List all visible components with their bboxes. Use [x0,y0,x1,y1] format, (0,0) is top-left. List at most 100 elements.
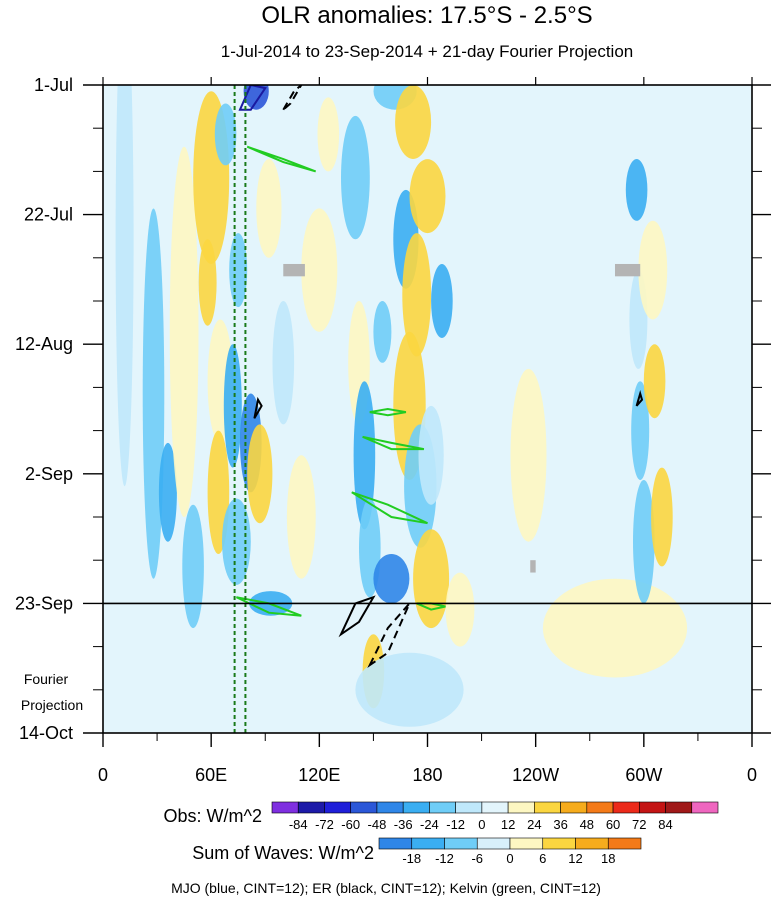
anomaly-band-22 [341,115,370,240]
kelvin-contour-7 [369,407,407,417]
er-contour-4 [338,595,376,638]
chart-title: OLR anomalies: 17.5°S - 2.5°S [261,2,592,29]
x-tick-label-1: 60E [195,765,227,785]
anomaly-band-48 [651,467,673,567]
obs-colorbar-swatch-8 [481,801,509,814]
projection-label-line-1: Fourier [24,671,69,687]
obs-colorbar-swatch-7 [455,801,483,814]
anomaly-band-41 [542,578,688,678]
y-tick-label-4: 23-Sep [15,593,73,613]
obs-colorbar-tick-13: 72 [632,817,646,832]
anomaly-band-21 [317,97,340,172]
x-tick-label-3: 180 [412,765,442,785]
obs-colorbar-swatch-15 [665,801,693,814]
kelvin-contour-6 [246,145,317,173]
anomaly-band-28 [373,554,410,604]
waves-colorbar: -18 -12 -6 0 6 12 18 [378,837,642,866]
obs-colorbar-swatch-4 [376,801,404,814]
x-tick-label-0: 0 [98,765,108,785]
waves-colorbar-tick-5: 12 [568,851,582,866]
obs-colorbar-tick-4: -36 [394,817,413,832]
anomaly-band-6 [198,239,217,326]
y-tick-label-2: 12-Aug [15,334,73,354]
obs-colorbar-tick-2: -60 [341,817,360,832]
obs-colorbar-tick-0: -84 [289,817,308,832]
obs-colorbar-swatch-5 [402,801,430,814]
anomaly-band-11 [222,498,251,585]
anomaly-band-10 [223,344,242,468]
obs-colorbar-swatch-11 [560,801,588,814]
anomaly-band-36 [418,405,444,505]
obs-colorbar-tick-6: -12 [446,817,465,832]
obs-colorbar-tick-5: -24 [420,817,439,832]
er-contour-3 [635,390,644,407]
anomaly-band-0 [115,85,134,487]
anomaly-band-19 [286,455,316,579]
obs-colorbar-swatch-12 [586,801,614,814]
waves-colorbar-tick-2: -6 [471,851,483,866]
obs-colorbar-swatch-2 [324,801,352,814]
y-tick-label-5: 14-Oct [19,723,73,743]
kelvin-contour-10 [235,596,302,617]
obs-colorbar-swatch-9 [507,801,535,814]
waves-colorbar-tick-4: 6 [539,851,546,866]
y-tick-label-3: 2-Sep [25,464,73,484]
mjo-contour-0 [238,85,267,111]
er-contour-5 [367,602,411,669]
kelvin-contour-9 [351,491,428,525]
obs-colorbar-swatch-14 [638,801,666,814]
anomaly-band-4 [182,504,204,629]
axes: 1-Jul 22-Jul 12-Aug 2-Sep 23-Sep 14-Oct 0 60E 12… [15,75,771,785]
waves-colorbar-tick-0: -18 [402,851,421,866]
anomaly-band-42 [625,159,648,221]
anomaly-band-40 [510,368,547,542]
waves-colorbar-tick-6: 18 [601,851,615,866]
missing-data-region-2 [530,560,536,573]
kelvin-contour-8 [362,435,425,451]
anomaly-band-46 [638,220,668,320]
obs-colorbar-tick-12: 60 [606,817,620,832]
anomaly-band-18 [272,301,295,425]
waves-colorbar-swatch-2 [444,837,478,850]
anomaly-band-3 [169,146,199,517]
missing-data-region-1 [614,263,641,277]
waves-colorbar-swatch-1 [411,837,445,850]
anomaly-band-47 [643,344,666,419]
plot-area [115,85,688,733]
obs-colorbar-tick-3: -48 [368,817,387,832]
obs-colorbar-tick-1: -72 [315,817,334,832]
anomaly-band-38 [431,264,453,338]
x-tick-label-5: 60W [625,765,662,785]
anomaly-band-37 [413,529,450,629]
anomaly-band-32 [395,85,432,159]
anomaly-band-33 [402,233,432,357]
waves-colorbar-swatch-7 [607,837,642,850]
obs-colorbar-swatch-6 [429,801,456,814]
anomaly-band-27 [373,301,392,363]
obs-colorbar-swatch-13 [612,801,640,814]
missing-data-region-0 [283,263,305,277]
waves-colorbar-tick-1: -12 [435,851,454,866]
anomaly-band-20 [301,208,338,332]
obs-colorbar-swatch-10 [534,801,561,814]
er-contour-2 [253,396,263,419]
obs-colorbar-tick-14: 84 [658,817,672,832]
obs-colorbar-swatch-16 [691,801,719,814]
anomaly-band-45 [633,480,655,604]
obs-colorbar-swatch-1 [297,801,325,814]
x-tick-label-4: 120W [512,765,559,785]
obs-colorbar-label: Obs: W/m^2 [164,806,262,826]
y-tick-label-0: 1-Jul [34,75,73,95]
waves-colorbar-swatch-3 [476,837,511,850]
x-tick-label-2: 120E [298,765,340,785]
chart-subtitle: 1-Jul-2014 to 23-Sep-2014 + 21-day Fouri… [221,42,634,61]
obs-colorbar-tick-7: 0 [478,817,485,832]
anomaly-band-35 [409,159,446,234]
projection-label-line-2: Projection [21,697,83,713]
obs-colorbar-tick-8: 12 [501,817,515,832]
anomaly-band-1 [142,208,165,579]
obs-colorbar-tick-11: 48 [580,817,594,832]
anomaly-band-44 [631,381,650,480]
x-tick-label-6: 0 [747,765,757,785]
